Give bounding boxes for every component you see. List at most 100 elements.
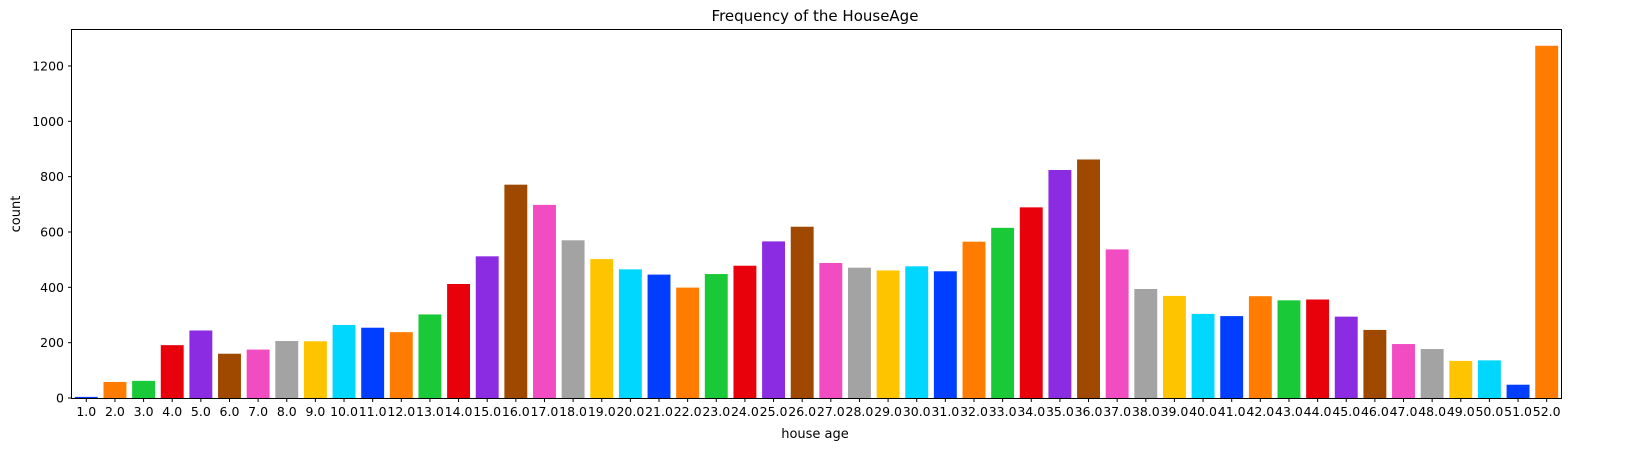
bar-1.0 [74,396,98,398]
x-axis-ticks: 1.0 2.0 3.0 4.0 5.0 6.0 7.0 8.0 9.0 10.0 11.0 12.0 1… [76,398,1561,419]
x-tick-label: 11.0 [359,404,387,419]
bars-group [74,45,1559,399]
bar-39.0 [1162,295,1186,398]
x-tick-label: 24.0 [731,404,759,419]
bar-3.0 [132,380,156,398]
x-tick-label: 33.0 [989,404,1017,419]
x-tick-label: 17.0 [531,404,559,419]
bar-37.0 [1105,249,1129,398]
bar-26.0 [790,226,814,398]
y-axis-ticks: 0 200 400 600 800 1000 1200 [32,58,72,406]
chart-title: Frequency of the HouseAge [712,7,919,25]
x-tick-label: 23.0 [702,404,730,419]
y-tick-label: 1000 [32,114,64,129]
bar-11.0 [361,327,385,398]
bar-24.0 [733,265,757,398]
x-tick-label: 20.0 [616,404,644,419]
x-tick-label: 16.0 [502,404,530,419]
x-tick-label: 52.0 [1533,404,1561,419]
bar-44.0 [1306,299,1330,398]
bar-47.0 [1392,344,1415,398]
x-tick-label: 14.0 [445,404,473,419]
y-tick-label: 600 [40,224,64,239]
y-tick-label: 800 [40,169,64,184]
x-tick-label: 4.0 [162,404,182,419]
bar-14.0 [447,284,471,398]
bar-22.0 [676,287,700,398]
x-tick-label: 48.0 [1418,404,1446,419]
bar-33.0 [991,227,1015,398]
x-tick-label: 50.0 [1475,404,1503,419]
bar-5.0 [189,330,213,398]
x-tick-label: 7.0 [248,404,268,419]
bar-49.0 [1449,360,1473,398]
x-tick-label: 40.0 [1189,404,1217,419]
x-tick-label: 25.0 [760,404,788,419]
bar-12.0 [389,332,413,398]
bar-41.0 [1220,316,1244,398]
bar-23.0 [704,274,728,398]
bar-4.0 [160,345,184,398]
x-tick-label: 49.0 [1447,404,1475,419]
x-tick-label: 21.0 [645,404,673,419]
x-tick-label: 10.0 [330,404,358,419]
bar-51.0 [1506,384,1530,398]
bar-42.0 [1248,296,1272,398]
x-tick-label: 12.0 [387,404,415,419]
bar-9.0 [303,341,327,398]
bar-34.0 [1019,207,1043,398]
x-tick-label: 6.0 [220,404,240,419]
x-tick-label: 9.0 [305,404,325,419]
bar-32.0 [962,241,986,398]
bar-27.0 [819,262,843,398]
x-tick-label: 2.0 [105,404,125,419]
bar-16.0 [504,184,528,398]
y-tick-label: 400 [40,280,64,295]
x-tick-label: 43.0 [1275,404,1303,419]
bar-15.0 [475,256,499,398]
bar-48.0 [1420,349,1444,398]
x-tick-label: 35.0 [1046,404,1074,419]
bar-46.0 [1363,329,1387,398]
bar-8.0 [275,341,299,398]
x-axis-label: house age [781,427,849,442]
bar-6.0 [218,353,241,398]
x-tick-label: 51.0 [1504,404,1532,419]
bar-43.0 [1277,300,1301,398]
bar-7.0 [246,349,270,398]
x-tick-label: 22.0 [674,404,702,419]
x-tick-label: 28.0 [846,404,874,419]
bar-38.0 [1134,288,1158,398]
x-tick-label: 44.0 [1304,404,1332,419]
x-tick-label: 3.0 [134,404,154,419]
x-tick-label: 1.0 [76,404,96,419]
x-tick-label: 13.0 [416,404,444,419]
bar-31.0 [933,271,957,398]
bar-35.0 [1048,170,1072,398]
x-tick-label: 30.0 [903,404,931,419]
bar-52.0 [1535,45,1559,399]
bar-28.0 [848,267,871,398]
bar-36.0 [1077,159,1100,398]
y-axis-label: count [9,196,24,233]
x-tick-label: 32.0 [960,404,988,419]
x-tick-label: 15.0 [473,404,501,419]
x-tick-label: 31.0 [931,404,959,419]
bar-50.0 [1477,360,1501,398]
plot-frame [71,29,1562,399]
bar-21.0 [647,274,671,398]
x-tick-label: 46.0 [1361,404,1389,419]
bar-2.0 [103,381,127,398]
x-tick-label: 36.0 [1075,404,1103,419]
x-tick-label: 41.0 [1218,404,1246,419]
y-tick-label: 200 [40,335,64,350]
x-tick-label: 37.0 [1103,404,1131,419]
bar-18.0 [561,240,585,398]
bar-20.0 [618,269,642,398]
bar-25.0 [762,241,785,398]
x-tick-label: 45.0 [1332,404,1360,419]
bar-30.0 [905,266,929,398]
y-tick-label: 0 [56,391,64,406]
x-tick-label: 39.0 [1161,404,1189,419]
